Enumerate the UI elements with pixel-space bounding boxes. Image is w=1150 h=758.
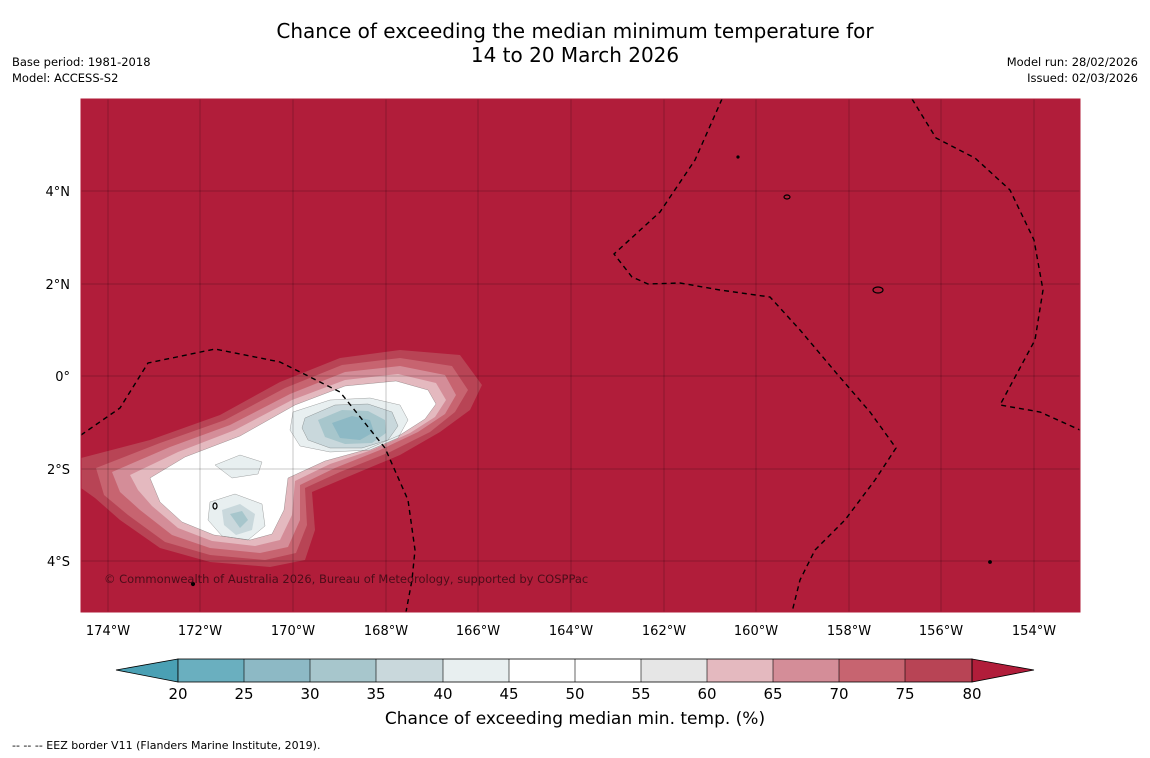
lon-label: 160°W xyxy=(734,624,778,639)
colorbar-tick: 55 xyxy=(631,685,650,703)
colorbar-tick: 25 xyxy=(234,685,253,703)
lat-label: 0° xyxy=(55,370,70,385)
colorbar-tick: 65 xyxy=(763,685,782,703)
colorbar-segment xyxy=(310,659,376,682)
colorbar-tick: 20 xyxy=(168,685,187,703)
colorbar-segment xyxy=(244,659,310,682)
lat-label: 4°N xyxy=(46,185,71,200)
colorbar: 20 25 30 35 40 45 50 55 60 65 70 75 80 xyxy=(115,658,1035,703)
eez-legend: -- -- -- EEZ border V11 (Flanders Marine… xyxy=(12,739,321,752)
contour-45-50-west xyxy=(215,455,262,478)
colorbar-extend-low xyxy=(115,658,179,683)
lon-label: 158°W xyxy=(827,624,871,639)
lon-label: 162°W xyxy=(642,624,686,639)
copyright-notice: © Commonwealth of Australia 2026, Bureau… xyxy=(104,572,588,586)
anomaly-contours xyxy=(81,350,482,567)
colorbar-tick: 30 xyxy=(300,685,319,703)
colorbar-extend-high xyxy=(971,658,1035,683)
meta-left: Base period: 1981-2018 Model: ACCESS-S2 xyxy=(12,54,151,86)
colorbar-tick: 35 xyxy=(366,685,385,703)
colorbar-segment xyxy=(376,659,443,682)
colorbar-segment xyxy=(443,659,509,682)
colorbar-tick: 60 xyxy=(697,685,716,703)
eez-borders xyxy=(81,99,1080,612)
colorbar-segment xyxy=(178,659,244,682)
lat-label: 2°N xyxy=(46,278,71,293)
colorbar-segment xyxy=(575,659,641,682)
model-label: Model: ACCESS-S2 xyxy=(12,71,119,85)
colorbar-segment xyxy=(839,659,905,682)
colorbar-title: Chance of exceeding median min. temp. (%… xyxy=(384,709,766,729)
lat-label: 2°S xyxy=(47,463,70,478)
colorbar-tick: 80 xyxy=(962,685,981,703)
model-run-label: Model run: 28/02/2026 xyxy=(1006,55,1138,69)
lon-label: 172°W xyxy=(178,624,222,639)
colorbar-segment xyxy=(641,659,707,682)
colorbar-segment xyxy=(773,659,839,682)
graticule xyxy=(81,99,1080,612)
colorbar-ticks: 20 25 30 35 40 45 50 55 60 65 70 75 80 xyxy=(168,685,981,703)
lon-label: 168°W xyxy=(364,624,408,639)
colorbar-tick: 45 xyxy=(499,685,518,703)
colorbar-tick: 70 xyxy=(829,685,848,703)
base-period-label: Base period: 1981-2018 xyxy=(12,55,151,69)
lon-label: 174°W xyxy=(86,624,130,639)
contour-30-35 xyxy=(332,416,374,440)
colorbar-tick: 40 xyxy=(433,685,452,703)
lon-label: 164°W xyxy=(549,624,593,639)
colorbar-segment xyxy=(509,659,575,682)
lat-labels: 4°N 2°N 0° 2°S 4°S xyxy=(46,185,71,570)
meta-right: Model run: 28/02/2026 Issued: 02/03/2026 xyxy=(1007,54,1138,86)
lon-label: 166°W xyxy=(456,624,500,639)
contour-lines xyxy=(149,380,437,541)
colorbar-segment xyxy=(905,659,972,682)
lon-label: 170°W xyxy=(271,624,315,639)
lon-labels: 174°W 172°W 170°W 168°W 166°W 164°W 162°… xyxy=(86,624,1056,639)
lon-label: 156°W xyxy=(919,624,963,639)
chart-title-line1: Chance of exceeding the median minimum t… xyxy=(276,19,874,43)
issued-label: Issued: 02/03/2026 xyxy=(1027,71,1138,85)
contour-35-40-south xyxy=(230,511,248,528)
colorbar-tick: 50 xyxy=(565,685,584,703)
lon-label: 154°W xyxy=(1012,624,1056,639)
colorbar-tick: 75 xyxy=(895,685,914,703)
colorbar-segment xyxy=(707,659,773,682)
chart-title-line2: 14 to 20 March 2026 xyxy=(470,43,680,67)
lat-label: 4°S xyxy=(47,555,70,570)
islands xyxy=(190,155,992,587)
map-frame xyxy=(80,98,1081,613)
